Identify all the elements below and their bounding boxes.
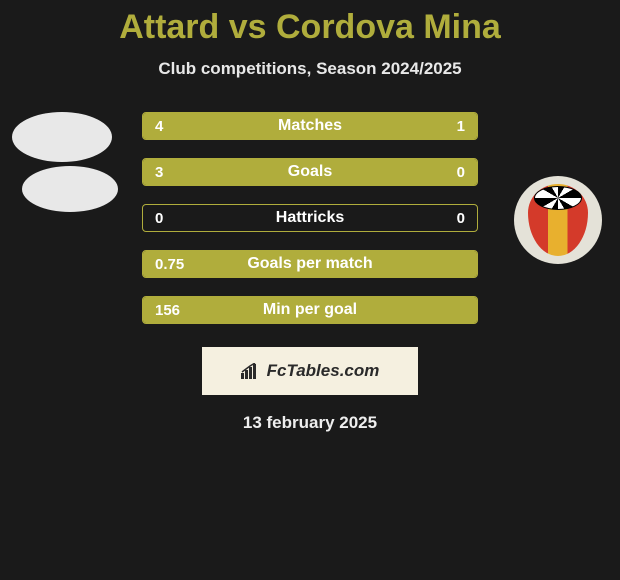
- stat-value-left: 0.75: [155, 256, 184, 273]
- subtitle: Club competitions, Season 2024/2025: [0, 59, 620, 79]
- stat-bar: 0 Hattricks 0: [142, 204, 478, 232]
- comparison-card: Attard vs Cordova Mina Club competitions…: [0, 0, 620, 433]
- stat-value-right: 0: [457, 164, 465, 181]
- stat-value-right: 1: [457, 118, 465, 135]
- stat-value-right: 0: [457, 210, 465, 227]
- stat-bar: 4 Matches 1: [142, 112, 478, 140]
- stat-row: 0.75 Goals per match: [0, 241, 620, 287]
- page-title: Attard vs Cordova Mina: [0, 8, 620, 47]
- stat-label: Goals: [288, 163, 332, 181]
- stat-value-left: 4: [155, 118, 163, 135]
- stat-bar: 3 Goals 0: [142, 158, 478, 186]
- attribution-badge[interactable]: FcTables.com: [202, 347, 418, 395]
- date-label: 13 february 2025: [0, 413, 620, 433]
- bar-fill-right: [410, 113, 477, 139]
- stat-label: Hattricks: [276, 209, 344, 227]
- stat-row: 156 Min per goal: [0, 287, 620, 333]
- stat-bar: 156 Min per goal: [142, 296, 478, 324]
- chart-icon: [241, 363, 261, 379]
- stats-list: 4 Matches 1 3 Goals 0 0 Hattricks 0 0.75 Goals per…: [0, 103, 620, 333]
- stat-value-left: 3: [155, 164, 163, 181]
- bar-fill-left: [143, 113, 410, 139]
- stat-row: 0 Hattricks 0: [0, 195, 620, 241]
- stat-value-left: 156: [155, 302, 180, 319]
- attribution-text: FcTables.com: [267, 361, 380, 381]
- stat-label: Matches: [278, 117, 342, 135]
- stat-label: Min per goal: [263, 301, 357, 319]
- stat-row: 4 Matches 1: [0, 103, 620, 149]
- stat-label: Goals per match: [247, 255, 372, 273]
- stat-value-left: 0: [155, 210, 163, 227]
- stat-bar: 0.75 Goals per match: [142, 250, 478, 278]
- stat-row: 3 Goals 0: [0, 149, 620, 195]
